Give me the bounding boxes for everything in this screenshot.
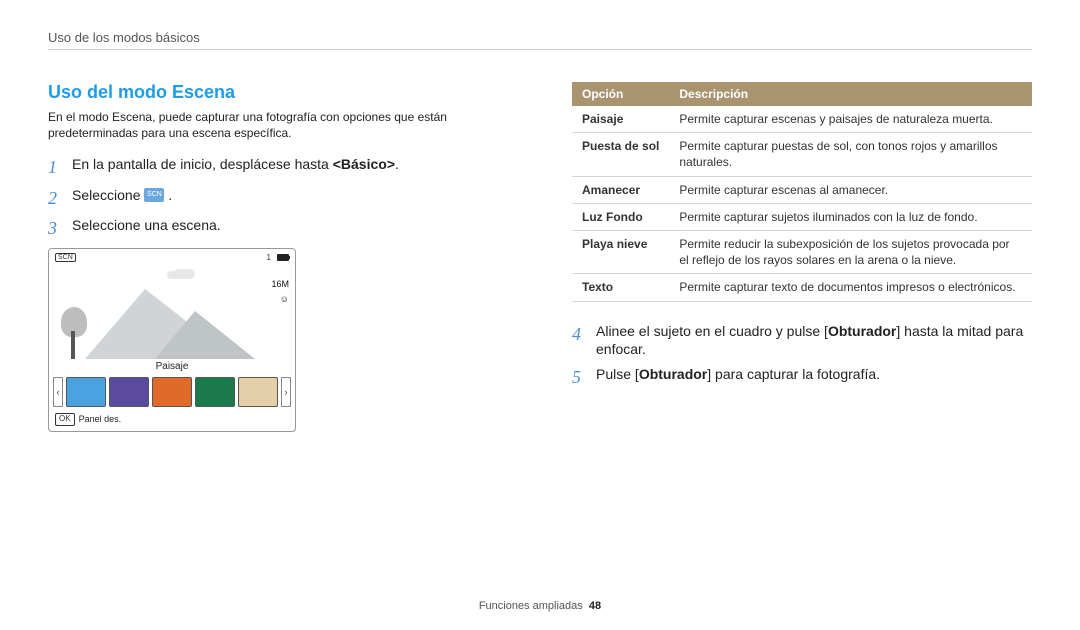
scene-thumb[interactable]: [66, 377, 106, 407]
steps-right: 4 Alinee el sujeto en el cuadro y pulse …: [572, 322, 1032, 390]
step-2: 2 Seleccione SCN .: [48, 186, 508, 210]
step-5-post: ] para capturar la fotografía.: [707, 366, 880, 382]
table-row: Playa nievePermite reducir la subexposic…: [572, 230, 1032, 273]
step-5: 5 Pulse [Obturador] para capturar la fot…: [572, 365, 1032, 389]
th-option: Opción: [572, 82, 669, 106]
thumb-next-arrow[interactable]: ›: [281, 377, 291, 407]
step-1-bold: <Básico>: [333, 156, 395, 172]
scene-thumbnails: ‹ ›: [49, 374, 295, 410]
ok-button[interactable]: OK: [55, 413, 75, 425]
battery-icon: [277, 254, 289, 261]
step-2-text-after: .: [168, 187, 172, 203]
table-row: Puesta de solPermite capturar puestas de…: [572, 133, 1032, 176]
page-footer: Funciones ampliadas 48: [0, 600, 1080, 612]
step-number: 3: [48, 216, 62, 240]
scene-thumb[interactable]: [238, 377, 278, 407]
footer-label: Funciones ampliadas: [479, 600, 583, 612]
step-3: 3 Seleccione una escena.: [48, 216, 508, 240]
camera-screenshot: SCN 1 16M ☺ Paisaje: [48, 248, 296, 431]
opt-desc: Permite capturar texto de documentos imp…: [669, 274, 1032, 301]
section-title: Uso del modo Escena: [48, 82, 508, 103]
step-4-bold: Obturador: [828, 323, 896, 339]
left-column: Uso del modo Escena En el modo Escena, p…: [48, 82, 508, 432]
right-column: Opción Descripción PaisajePermite captur…: [572, 82, 1032, 432]
step-number: 5: [572, 365, 586, 389]
step-number: 1: [48, 155, 62, 179]
step-1-text-before: En la pantalla de inicio, desplácese has…: [72, 156, 333, 172]
step-5-bold: Obturador: [639, 366, 707, 382]
scene-thumb[interactable]: [109, 377, 149, 407]
opt-name: Luz Fondo: [572, 203, 669, 230]
opt-desc: Permite reducir la subexposición de los …: [669, 230, 1032, 273]
divider: [48, 49, 1032, 50]
opt-name: Texto: [572, 274, 669, 301]
scene-thumb[interactable]: [195, 377, 235, 407]
opt-desc: Permite capturar escenas al amanecer.: [669, 176, 1032, 203]
opt-desc: Permite capturar sujetos iluminados con …: [669, 203, 1032, 230]
step-3-text: Seleccione una escena.: [72, 216, 508, 240]
landscape-preview: [55, 267, 289, 359]
opt-name: Amanecer: [572, 176, 669, 203]
step-number: 4: [572, 322, 586, 360]
step-1-text-after: .: [395, 156, 399, 172]
table-row: AmanecerPermite capturar escenas al aman…: [572, 176, 1032, 203]
table-row: TextoPermite capturar texto de documento…: [572, 274, 1032, 301]
opt-desc: Permite capturar puestas de sol, con ton…: [669, 133, 1032, 176]
scene-thumb[interactable]: [152, 377, 192, 407]
step-number: 2: [48, 186, 62, 210]
steps-left: 1 En la pantalla de inicio, desplácese h…: [48, 155, 508, 240]
table-row: PaisajePermite capturar escenas y paisaj…: [572, 106, 1032, 133]
panel-label: Panel des.: [79, 414, 122, 424]
thumb-prev-arrow[interactable]: ‹: [53, 377, 63, 407]
scn-tag: SCN: [55, 253, 76, 262]
scn-mode-icon: SCN: [144, 188, 164, 202]
step-4: 4 Alinee el sujeto en el cuadro y pulse …: [572, 322, 1032, 360]
options-tbody: PaisajePermite capturar escenas y paisaj…: [572, 106, 1032, 301]
opt-name: Puesta de sol: [572, 133, 669, 176]
step-4-pre: Alinee el sujeto en el cuadro y pulse [: [596, 323, 828, 339]
step-5-pre: Pulse [: [596, 366, 639, 382]
intro-text: En el modo Escena, puede capturar una fo…: [48, 109, 508, 141]
scene-name-label: Paisaje: [49, 359, 295, 374]
options-table: Opción Descripción PaisajePermite captur…: [572, 82, 1032, 302]
page-header: Uso de los modos básicos: [48, 30, 1032, 45]
opt-name: Playa nieve: [572, 230, 669, 273]
th-description: Descripción: [669, 82, 1032, 106]
step-2-text-before: Seleccione: [72, 187, 144, 203]
opt-desc: Permite capturar escenas y paisajes de n…: [669, 106, 1032, 133]
shot-counter: 1: [267, 253, 271, 262]
table-row: Luz FondoPermite capturar sujetos ilumin…: [572, 203, 1032, 230]
step-1: 1 En la pantalla de inicio, desplácese h…: [48, 155, 508, 179]
opt-name: Paisaje: [572, 106, 669, 133]
page-number: 48: [589, 600, 601, 612]
